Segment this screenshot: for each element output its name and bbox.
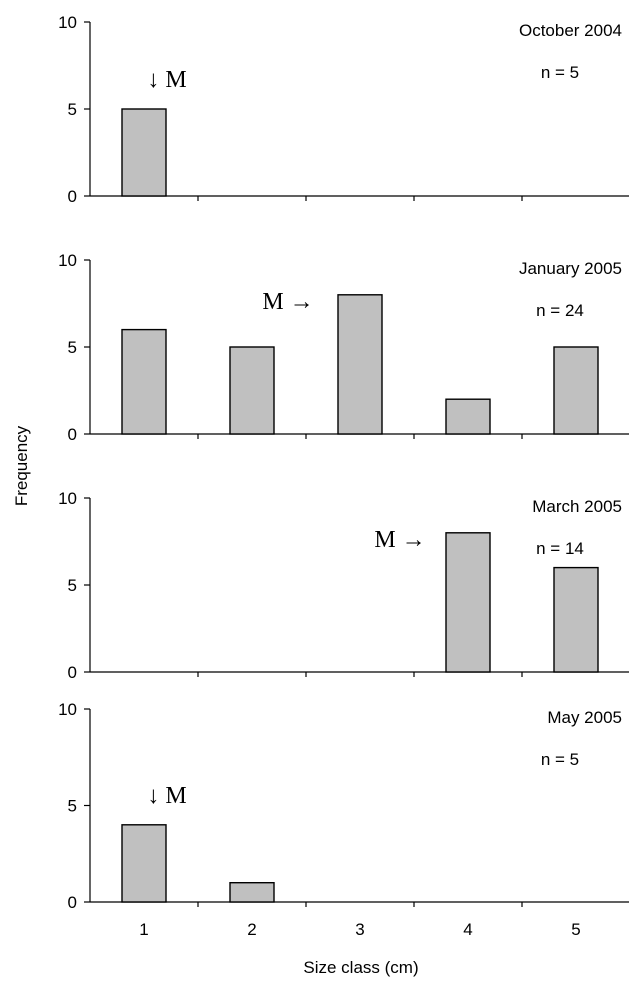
bar bbox=[337, 294, 383, 435]
x-tick-label: 1 bbox=[139, 920, 148, 939]
sample-size-label: n = 14 bbox=[536, 539, 584, 558]
bar bbox=[229, 882, 275, 903]
bar bbox=[445, 532, 491, 673]
y-axis-label: Frequency bbox=[12, 425, 31, 506]
y-tick-label: 10 bbox=[58, 489, 77, 508]
mode-annotation: M → bbox=[374, 527, 425, 553]
panel-title: January 2005 bbox=[519, 259, 622, 278]
bar bbox=[121, 824, 167, 903]
x-tick-label: 4 bbox=[463, 920, 472, 939]
y-tick-label: 5 bbox=[68, 100, 77, 119]
x-tick-label: 2 bbox=[247, 920, 256, 939]
chart-panel: 0 5 10 January 2005 n = 24 M → bbox=[58, 251, 629, 444]
bar bbox=[121, 108, 167, 197]
sample-size-label: n = 24 bbox=[536, 301, 584, 320]
panel-title: October 2004 bbox=[519, 21, 622, 40]
mode-annotation: ↓ M bbox=[147, 783, 186, 809]
x-tick-label: 3 bbox=[355, 920, 364, 939]
bar bbox=[553, 566, 599, 673]
y-tick-label: 0 bbox=[68, 893, 77, 912]
x-axis-label: Size class (cm) bbox=[303, 958, 418, 977]
panel-title: March 2005 bbox=[532, 497, 622, 516]
panel-title: May 2005 bbox=[547, 708, 622, 727]
chart-panel: 0 5 10 October 2004 n = 5 ↓ M bbox=[58, 13, 629, 206]
x-tick-label: 5 bbox=[571, 920, 580, 939]
y-tick-label: 5 bbox=[68, 576, 77, 595]
y-tick-label: 0 bbox=[68, 187, 77, 206]
bar bbox=[553, 346, 599, 435]
mode-annotation: ↓ M bbox=[147, 67, 186, 93]
mode-annotation: M → bbox=[262, 289, 313, 315]
sample-size-label: n = 5 bbox=[541, 63, 579, 82]
x-tick-labels: 1 2 3 4 5 bbox=[139, 920, 580, 939]
chart-panel: 0 5 10 March 2005 n = 14 M → bbox=[58, 489, 629, 682]
bar bbox=[121, 328, 167, 435]
y-tick-label: 0 bbox=[68, 425, 77, 444]
y-tick-label: 5 bbox=[68, 338, 77, 357]
y-tick-label: 5 bbox=[68, 797, 77, 816]
y-tick-label: 10 bbox=[58, 251, 77, 270]
y-tick-label: 10 bbox=[58, 700, 77, 719]
bar bbox=[445, 398, 491, 435]
bar bbox=[229, 346, 275, 435]
y-tick-label: 0 bbox=[68, 663, 77, 682]
sample-size-label: n = 5 bbox=[541, 750, 579, 769]
y-tick-label: 10 bbox=[58, 13, 77, 32]
chart-panel: 0 5 10 May 2005 n = 5 ↓ M bbox=[58, 700, 629, 912]
